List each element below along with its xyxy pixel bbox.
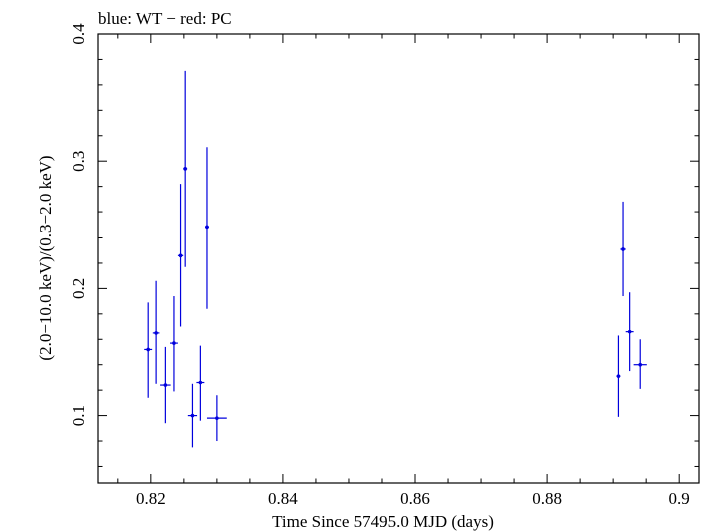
point-marker	[627, 329, 632, 334]
point-marker	[178, 253, 183, 258]
chart-title: blue: WT − red: PC	[98, 9, 232, 28]
data-point	[616, 335, 621, 417]
data-point	[144, 302, 153, 398]
point-marker	[616, 374, 621, 378]
point-marker	[638, 362, 643, 367]
point-marker	[621, 247, 625, 251]
data-point	[206, 395, 227, 442]
data-point	[196, 345, 205, 421]
y-tick-label: 0.1	[69, 405, 88, 426]
x-tick-label: 0.82	[136, 489, 166, 508]
x-tick-label: 0.86	[400, 489, 430, 508]
data-point	[169, 296, 178, 392]
point-marker	[198, 380, 203, 385]
data-point	[625, 292, 634, 372]
data-point	[160, 346, 171, 424]
y-axis: 0.1 0.2 0.3 0.4	[69, 23, 699, 467]
y-tick-label: 0.4	[69, 23, 88, 45]
data-points	[144, 70, 647, 448]
point-marker	[172, 341, 176, 345]
data-point	[633, 339, 647, 389]
point-marker	[190, 413, 195, 418]
point-marker	[205, 225, 209, 230]
plot-frame	[97, 33, 700, 484]
point-marker	[183, 167, 187, 171]
data-point	[204, 147, 209, 309]
data-point	[177, 184, 184, 327]
y-tick-label: 0.3	[69, 151, 88, 172]
point-marker	[163, 383, 168, 387]
x-tick-label: 0.88	[532, 489, 562, 508]
data-point	[183, 70, 188, 267]
data-point	[152, 280, 160, 384]
point-marker	[146, 347, 150, 352]
x-axis-label: Time Since 57495.0 MJD (days)	[272, 512, 494, 531]
y-axis-label: (2.0−10.0 keV)/(0.3−2.0 keV)	[36, 155, 55, 360]
x-tick-label: 0.84	[268, 489, 298, 508]
x-tick-label: 0.9	[669, 489, 690, 508]
x-axis: 0.82 0.84 0.86 0.88 0.9	[117, 34, 690, 508]
data-point	[187, 383, 198, 448]
y-tick-label: 0.2	[69, 278, 88, 299]
point-marker	[215, 416, 219, 420]
point-marker	[154, 331, 158, 335]
data-point	[620, 201, 626, 297]
